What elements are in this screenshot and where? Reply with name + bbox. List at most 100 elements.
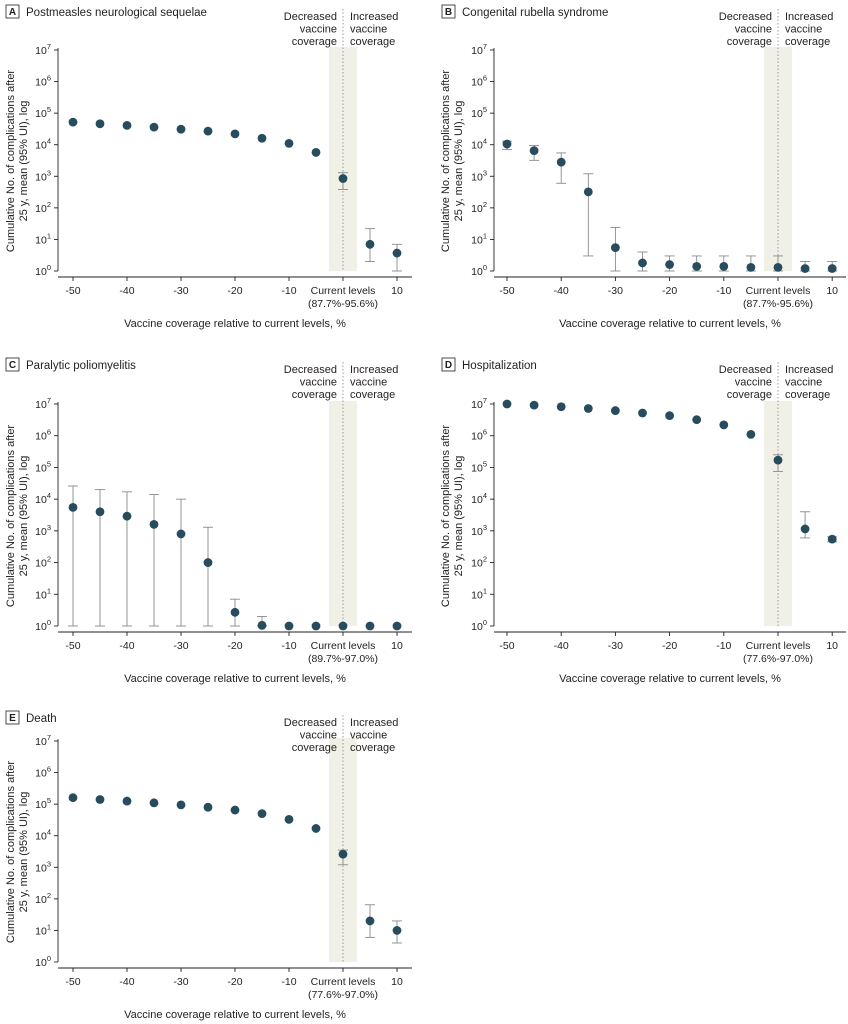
x-tick-label: -50 [65,640,80,652]
x-tick-label: -50 [499,640,514,652]
data-point [338,849,348,859]
data-point [284,139,294,148]
panel-letter: C [9,360,16,371]
increased-coverage-label: coverage [785,36,830,48]
increased-coverage-label: coverage [350,36,395,48]
x-tick-label: -30 [608,640,623,652]
panel-letter-box [5,357,20,372]
data-point [122,796,132,806]
data-point [149,798,159,808]
y-tick-label: 104 [35,137,51,152]
y-axis-title: Cumulative No. of complications after 25 … [5,70,30,253]
data-point [746,430,756,439]
data-point [827,534,837,544]
y-tick-label: 100 [35,954,51,969]
data-point [502,139,512,149]
x-tick-label: Current levels [311,285,376,297]
y-tick-label: 103 [35,168,51,183]
data-point [149,122,159,132]
data-point [176,124,186,134]
x-tick-label: -50 [499,285,514,297]
data-point [392,926,402,935]
y-tick-label: 103 [471,168,487,183]
panel-c: C Paralytic poliomyelitis Decreasedvaccine… [5,357,412,685]
x-tick-label: 10 [391,976,403,988]
x-tick-label: -10 [281,285,296,297]
y-axis-title-line2: 25 y, mean (95% UI), log [18,792,30,913]
y-tick-label: 106 [35,74,51,89]
data-point [257,809,267,819]
data-point [365,916,375,926]
y-tick-label: 102 [471,555,487,570]
x-tick-label: -20 [662,285,677,297]
data-point [800,264,810,273]
data-point [338,174,348,183]
data-point [311,148,321,157]
data-point [611,243,620,253]
y-tick-label: 102 [471,200,487,215]
panel-letter-box [441,357,456,372]
x-tick-label: Current levels [746,640,811,652]
data-point [746,263,756,272]
increased-coverage-label: vaccine [350,377,387,389]
data-point [638,258,647,268]
x-axis-title: Vaccine coverage relative to current lev… [559,673,781,685]
panel-title: Death [26,713,57,725]
panel-letter-box [5,710,20,725]
y-tick-label: 102 [35,891,51,906]
current-range-label: (87.7%-95.6%) [308,298,378,310]
y-tick-label: 104 [35,491,51,506]
data-point [68,117,78,127]
x-tick-label: 10 [826,285,838,297]
increased-coverage-label: coverage [350,389,395,401]
decreased-coverage-label: Decreased [284,717,337,729]
data-point [692,415,702,425]
panel-letter: B [445,7,452,18]
y-tick-label: 107 [471,396,487,411]
x-tick-label: -50 [65,976,80,988]
y-tick-label: 100 [471,263,487,278]
increased-coverage-label: vaccine [350,24,387,36]
data-point [284,621,294,631]
x-tick-label: -40 [554,285,569,297]
y-tick-label: 101 [35,586,51,601]
y-axis-title-line2: 25 y, mean (95% UI), log [18,456,30,577]
data-point [149,519,159,529]
x-tick-label: -20 [227,976,242,988]
current-range-label: (77.6%-97.0%) [743,653,813,665]
data-point [68,793,78,803]
data-point [392,248,402,258]
y-tick-label: 100 [35,618,51,633]
data-point [611,406,620,415]
data-point [773,455,783,465]
data-point [529,146,539,156]
panel-title: Postmeasles neurological sequelae [26,7,207,19]
decreased-coverage-label: vaccine [300,730,337,742]
x-tick-label: -50 [65,285,80,297]
x-tick-label: -10 [281,976,296,988]
increased-coverage-label: vaccine [785,24,822,36]
x-axis-title: Vaccine coverage relative to current lev… [559,318,781,330]
panel-b: B Congenital rubella syndrome Decreasedvac… [440,4,846,330]
y-tick-label: 101 [35,922,51,937]
data-point [773,263,783,272]
current-range-label: (89.7%-97.0%) [308,653,378,665]
decreased-coverage-label: Decreased [719,11,772,23]
data-point [502,399,512,409]
y-tick-label: 107 [35,733,51,748]
y-axis-title-line2: 25 y, mean (95% UI), log [453,456,465,577]
y-axis-title: Cumulative No. of complications after 25 … [440,425,465,608]
x-tick-label: -10 [716,285,731,297]
y-axis-title-line1: Cumulative No. of complications after [5,425,17,608]
data-point [230,805,240,815]
x-tick-label: -30 [173,285,188,297]
current-range-label: (77.6%-97.0%) [308,989,378,1001]
decreased-coverage-label: vaccine [735,377,772,389]
decreased-coverage-label: coverage [292,742,337,754]
y-tick-label: 105 [35,105,51,120]
x-tick-label: -10 [716,640,731,652]
y-tick-label: 107 [471,42,487,57]
y-tick-label: 101 [471,586,487,601]
panel-letter: E [9,713,16,724]
